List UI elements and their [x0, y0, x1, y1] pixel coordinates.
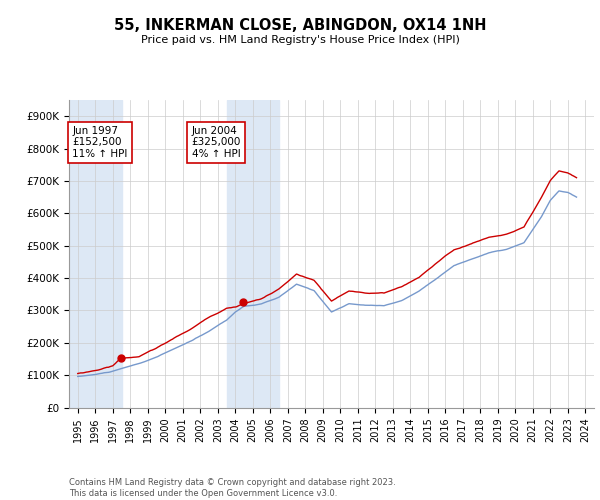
Text: Jun 2004
£325,000
4% ↑ HPI: Jun 2004 £325,000 4% ↑ HPI [191, 126, 241, 159]
Bar [227, 100, 279, 408]
Text: Contains HM Land Registry data © Crown copyright and database right 2023.
This d: Contains HM Land Registry data © Crown c… [69, 478, 396, 498]
Text: Jun 1997
£152,500
11% ↑ HPI: Jun 1997 £152,500 11% ↑ HPI [73, 126, 128, 159]
Bar [69, 100, 121, 408]
Text: 55, INKERMAN CLOSE, ABINGDON, OX14 1NH: 55, INKERMAN CLOSE, ABINGDON, OX14 1NH [114, 18, 486, 32]
Text: Price paid vs. HM Land Registry's House Price Index (HPI): Price paid vs. HM Land Registry's House … [140, 35, 460, 45]
